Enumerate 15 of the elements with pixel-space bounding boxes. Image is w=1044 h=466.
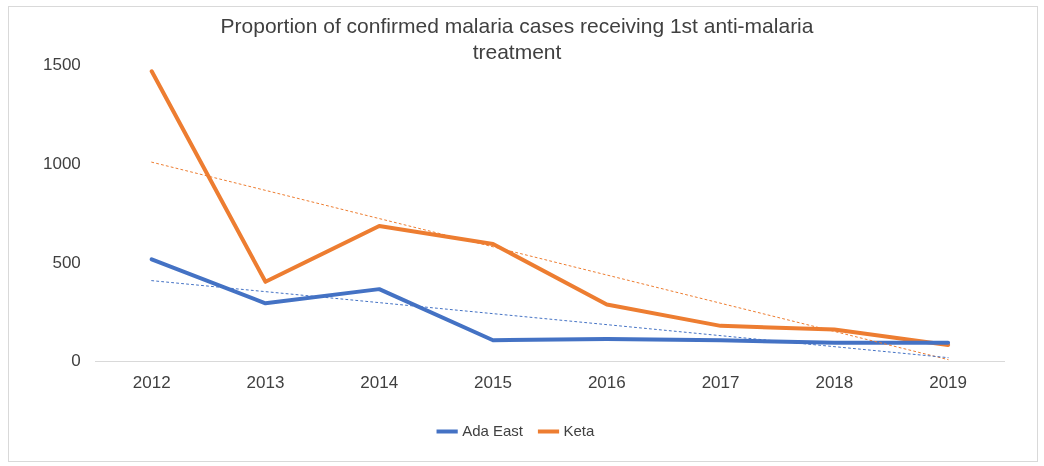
- legend-label: Ada East: [462, 421, 524, 439]
- chart-title: Proportion of confirmed malaria cases receiving 1st anti-malaria treatment: [220, 14, 814, 63]
- x-tick-label: 2018: [815, 373, 854, 393]
- x-tick-label: 2016: [587, 373, 626, 393]
- x-tick-label: 2019: [929, 373, 968, 393]
- x-tick-label: 2014: [360, 373, 399, 393]
- x-tick-label: 2015: [474, 373, 512, 393]
- y-tick-label: 500: [52, 252, 81, 272]
- x-tick-label: 2017: [701, 373, 740, 393]
- x-tick-label: 2013: [246, 373, 285, 393]
- y-tick-label: 0: [71, 351, 81, 371]
- x-tick-label: 2012: [132, 373, 171, 393]
- y-tick-label: 1000: [42, 153, 81, 173]
- legend-label: Keta: [563, 421, 596, 439]
- y-tick-label: 1500: [42, 55, 81, 75]
